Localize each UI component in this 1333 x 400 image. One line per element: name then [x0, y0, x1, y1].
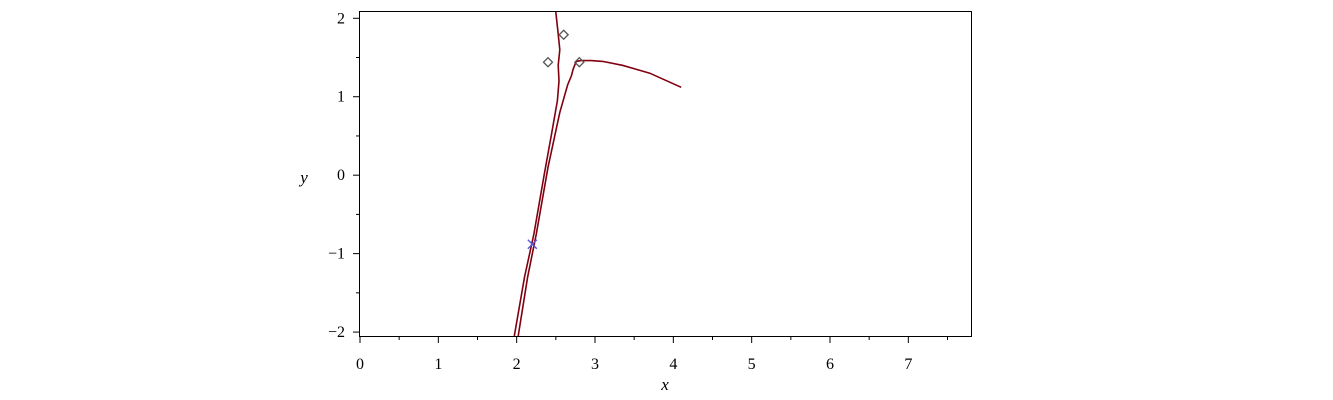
y-tick-labels: −2 −1 0 1 2	[328, 10, 345, 341]
diamond-marker	[573, 56, 585, 68]
y-axis-title: y	[298, 168, 308, 187]
x-tick-label: 4	[669, 356, 677, 373]
diamond-marker	[558, 29, 570, 41]
markers	[527, 29, 585, 250]
curves	[513, 11, 682, 337]
axis-ticks	[353, 17, 948, 343]
plot-frame	[359, 11, 972, 337]
y-tick-label: 0	[337, 167, 345, 184]
y-tick-label: −1	[328, 246, 345, 263]
y-tick-label: −2	[328, 324, 345, 341]
x-tick-label: 5	[748, 356, 756, 373]
cross-marker	[527, 239, 538, 250]
y-tick-label: 1	[337, 89, 345, 106]
x-tick-label: 3	[591, 356, 599, 373]
curve-line	[513, 11, 561, 337]
x-tick-label: 7	[904, 356, 912, 373]
diamond-marker	[542, 56, 554, 68]
x-tick-label: 2	[513, 356, 521, 373]
x-tick-label: 6	[826, 356, 834, 373]
x-tick-label: 0	[356, 356, 364, 373]
y-tick-label: 2	[337, 10, 345, 27]
x-tick-label: 1	[434, 356, 442, 373]
x-tick-labels: 0 1 2 3 4 5 6 7	[356, 356, 912, 373]
x-axis-title: x	[660, 375, 669, 394]
curve-line	[517, 59, 682, 337]
